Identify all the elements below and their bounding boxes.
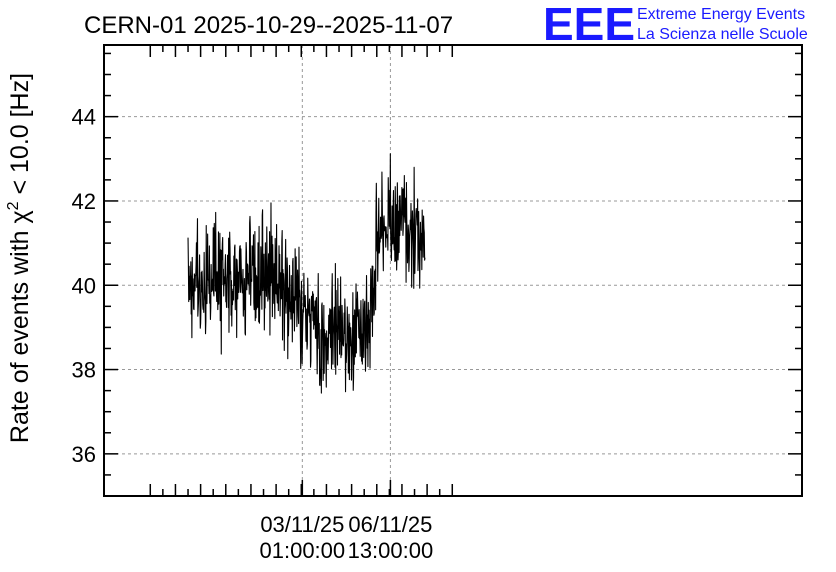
eee-logo: EEE Extreme Energy Events La Scienza nel… bbox=[543, 0, 808, 50]
logo-line-1: Extreme Energy Events bbox=[637, 6, 805, 23]
data-series bbox=[187, 153, 426, 394]
y-tick-label: 38 bbox=[72, 358, 96, 383]
rate-series-line bbox=[187, 153, 426, 394]
chi-superscript: 2 bbox=[5, 201, 22, 210]
logo-mark: EEE bbox=[543, 0, 635, 50]
tick-labels: 36 38 40 42 44 03/11/2501:00:0006/11/2513:00:… bbox=[72, 105, 434, 563]
axes bbox=[103, 44, 803, 497]
x-tick-date: 06/11/25 bbox=[348, 512, 432, 537]
x-tick-time: 01:00:00 bbox=[260, 538, 346, 563]
y-axis-label: Rate of events with χ2 < 10.0 [Hz] bbox=[5, 73, 34, 443]
y-tick-label: 42 bbox=[72, 189, 96, 214]
y-axis-label-suffix: < 10.0 [Hz] bbox=[6, 73, 34, 202]
logo-line-2: La Scienza nelle Scuole bbox=[637, 26, 808, 43]
y-axis-label-prefix: Rate of events with bbox=[6, 224, 34, 444]
chi-symbol: χ bbox=[6, 210, 34, 223]
y-tick-label: 40 bbox=[72, 273, 96, 298]
x-tick-time: 13:00:00 bbox=[348, 538, 434, 563]
x-tick-date: 03/11/25 bbox=[260, 512, 344, 537]
y-tick-label: 36 bbox=[72, 442, 96, 467]
y-tick-label: 44 bbox=[72, 105, 96, 130]
chart-title: CERN-01 2025-10-29--2025-11-07 bbox=[84, 12, 453, 39]
